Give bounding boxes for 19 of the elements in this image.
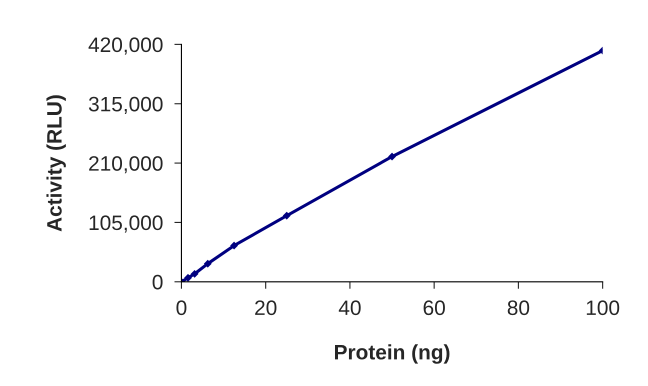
y-tick-label: 210,000: [89, 156, 163, 174]
x-tick-label: 20: [255, 300, 276, 316]
point: [388, 152, 396, 161]
y-tick-label: 420,000: [88, 37, 163, 55]
y-axis-title: Activity (RLU): [46, 95, 66, 232]
point: [190, 270, 199, 278]
point: [230, 242, 238, 250]
x-tick-label: 60: [424, 300, 445, 316]
point: [282, 212, 291, 220]
point: [204, 260, 212, 268]
x-axis-title: Protein (ng): [334, 344, 450, 364]
x-tick-label: 0: [176, 300, 186, 316]
x-tick-label: 100: [586, 300, 620, 316]
y-tick-label: 315,000: [88, 96, 163, 114]
x-tick-label: 80: [508, 300, 530, 316]
y-tick-label: 0: [152, 274, 163, 290]
y-tick-label: 105,000: [90, 215, 163, 233]
point: [184, 274, 192, 282]
x-tick-label: 40: [338, 300, 361, 316]
